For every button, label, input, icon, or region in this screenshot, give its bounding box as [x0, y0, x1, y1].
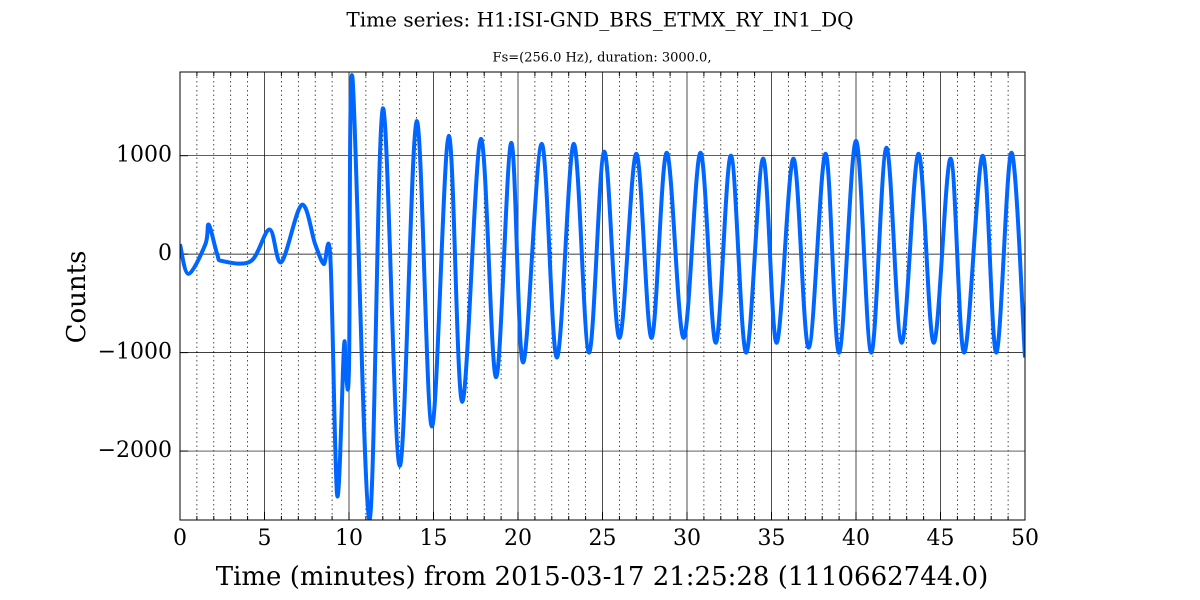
x-tick-label: 50 [1011, 526, 1039, 551]
data-line [180, 73, 1025, 520]
x-tick-label: 0 [173, 526, 187, 551]
chart-title: Time series: H1:ISI-GND_BRS_ETMX_RY_IN1_… [346, 8, 853, 32]
y-tick-label: 1000 [116, 143, 172, 168]
plot-frame [179, 71, 1026, 521]
y-tick-label: −2000 [98, 438, 172, 463]
x-tick-label: 15 [420, 526, 448, 551]
x-tick-label: 40 [842, 526, 870, 551]
x-tick-label: 20 [504, 526, 532, 551]
chart-subtitle: Fs=(256.0 Hz), duration: 3000.0, [493, 51, 712, 66]
y-axis-label: Counts [62, 251, 92, 344]
y-tick-label: 0 [158, 241, 172, 266]
x-tick-label: 10 [335, 526, 363, 551]
x-tick-label: 35 [758, 526, 786, 551]
x-axis-label: Time (minutes) from 2015-03-17 21:25:28 … [216, 562, 989, 592]
x-tick-label: 5 [258, 526, 272, 551]
x-tick-label: 45 [927, 526, 955, 551]
y-tick-label: −1000 [98, 340, 172, 365]
x-tick-label: 30 [673, 526, 701, 551]
x-tick-label: 25 [589, 526, 617, 551]
